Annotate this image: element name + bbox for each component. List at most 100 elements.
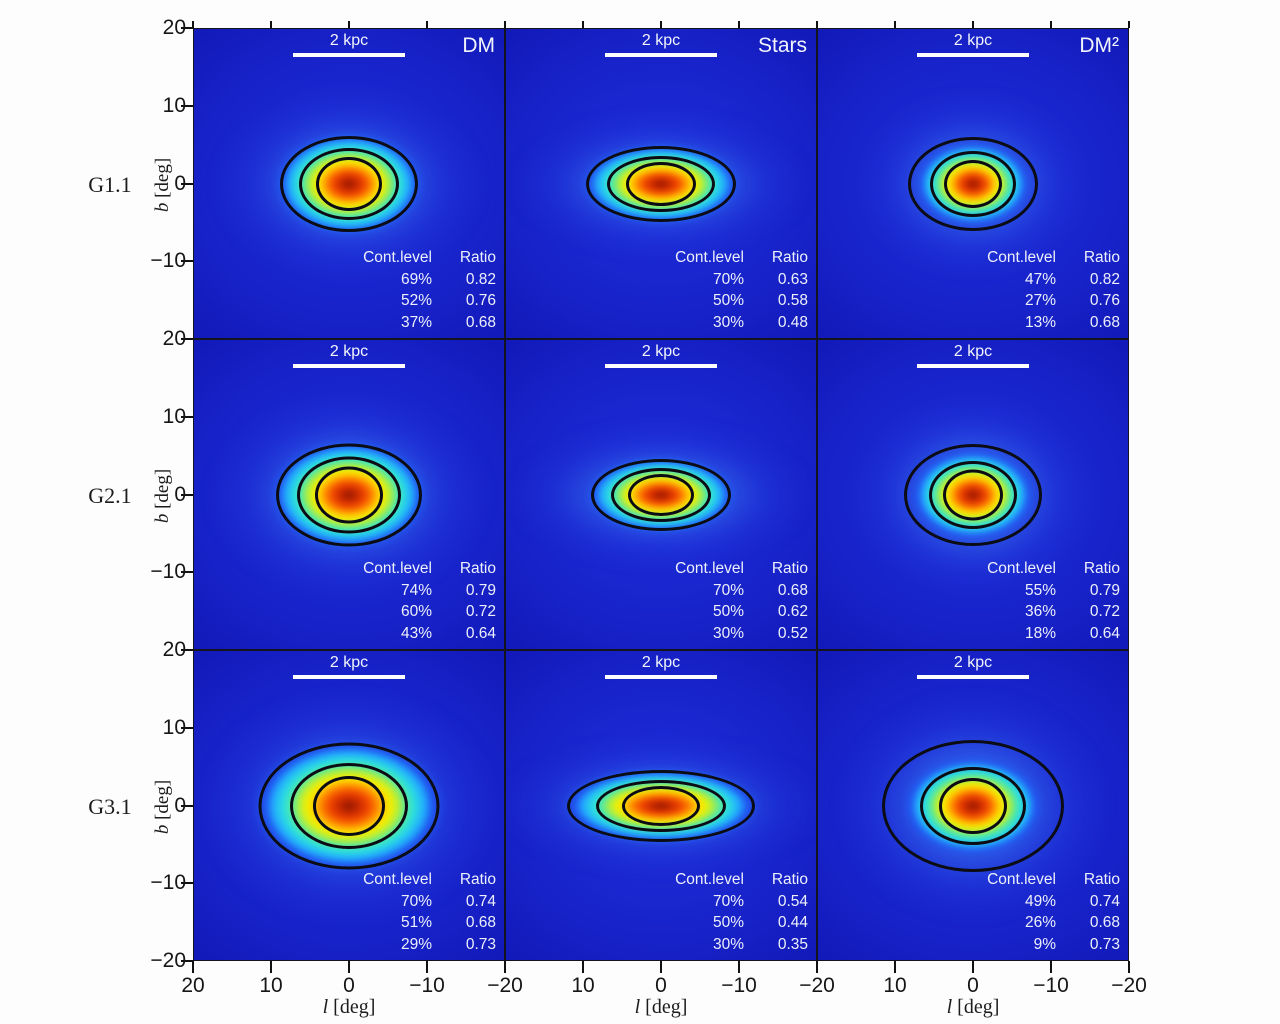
contour-ratio-value: 0.68 (1089, 914, 1120, 931)
y-tick-label: −10 (150, 249, 186, 272)
contour-middle (920, 766, 1026, 845)
scale-bar (605, 364, 717, 368)
contour-inner (628, 473, 694, 516)
x-tick-mark (582, 961, 584, 973)
contour-level-value: 52% (400, 292, 432, 309)
x-tick-label: 20 (181, 974, 205, 997)
x-axis-label: l [deg] (946, 996, 1000, 1018)
x-tick-label: −20 (1111, 974, 1147, 997)
contour-level-value: 9% (1033, 935, 1056, 953)
contour-table: Cont.level Ratio 47% 0.82 27% 0.76 13% 0… (987, 247, 1120, 333)
top-tick-mark (1050, 21, 1052, 28)
contour-table: Cont.level Ratio 70% 0.54 50% 0.44 30% 0… (675, 869, 808, 955)
scale-bar-label: 2 kpc (953, 343, 993, 360)
panel-g1-1-stars: 2 kpc Stars Cont.level Ratio 70% 0.63 50… (505, 28, 817, 339)
contour-level-value: 27% (1024, 292, 1056, 309)
contour-ratio-value: 0.64 (1089, 624, 1120, 642)
y-tick-label: 20 (162, 327, 186, 350)
contour-table-header-level: Cont.level (675, 871, 744, 888)
contour-ratio-value: 0.64 (465, 624, 496, 642)
contour-outer (908, 136, 1038, 231)
contour-middle (596, 779, 726, 832)
contour-outer (586, 145, 736, 222)
y-tick-mark (181, 805, 193, 807)
scale-bar (293, 675, 405, 679)
panel-g2-1-dm: 2 kpc Cont.level Ratio 74% 0.79 60% 0.72… (193, 339, 505, 650)
x-tick-label: −10 (409, 974, 445, 997)
panel-g3-1-stars: 2 kpc Cont.level Ratio 70% 0.54 50% 0.44… (505, 650, 817, 961)
contour-table-header-ratio: Ratio (1083, 249, 1120, 266)
scale-bar-label: 2 kpc (953, 32, 993, 49)
contour-table: Cont.level Ratio 70% 0.74 51% 0.68 29% 0… (363, 869, 496, 955)
x-tick-mark (972, 961, 974, 973)
contour-level-value: 30% (712, 624, 744, 642)
scale-bar-label: 2 kpc (953, 654, 993, 671)
contour-ratio-value: 0.73 (465, 935, 496, 953)
y-tick-label: 10 (162, 716, 186, 739)
contour-table-header-level: Cont.level (363, 560, 432, 577)
contour-middle (611, 467, 711, 522)
contour-table-header-ratio: Ratio (771, 249, 808, 266)
contour-ratio-value: 0.54 (777, 892, 808, 910)
row-label: G1.1 (88, 172, 132, 197)
top-tick-mark (738, 21, 740, 28)
contour-level-value: 43% (400, 624, 432, 642)
y-tick-mark (181, 571, 193, 573)
top-tick-mark (348, 21, 350, 28)
x-axis-label: l [deg] (322, 996, 376, 1018)
y-tick-label: −20 (150, 949, 186, 972)
contour-ratio-value: 0.73 (1089, 935, 1120, 953)
contour-level-value: 29% (400, 935, 432, 953)
contour-table: Cont.level Ratio 69% 0.82 52% 0.76 37% 0… (363, 247, 496, 333)
scale-bar (293, 364, 405, 368)
contour-level-value: 55% (1024, 581, 1056, 599)
contour-level-value: 51% (400, 914, 432, 931)
x-tick-mark (504, 961, 506, 973)
contour-inner (939, 777, 1007, 834)
contour-outer (567, 769, 755, 842)
contour-level-value: 36% (1024, 603, 1056, 620)
contour-ratio-value: 0.68 (1089, 313, 1120, 331)
contour-ratio-value: 0.74 (1089, 892, 1120, 910)
contour-level-value: 26% (1024, 914, 1056, 931)
contour-inner (944, 159, 1002, 208)
panel-g1-1-dm2: 2 kpc DM² Cont.level Ratio 47% 0.82 27% … (817, 28, 1129, 339)
y-tick-mark (181, 960, 193, 962)
contour-inner (622, 785, 700, 826)
top-tick-mark (192, 21, 194, 28)
x-tick-mark (816, 961, 818, 973)
contour-table-header-level: Cont.level (675, 560, 744, 577)
contour-level-value: 30% (712, 935, 744, 953)
y-tick-mark (181, 183, 193, 185)
scale-bar (917, 53, 1029, 57)
contour-level-value: 50% (712, 603, 744, 620)
contour-table: Cont.level Ratio 55% 0.79 36% 0.72 18% 0… (987, 558, 1120, 644)
contour-ratio-value: 0.68 (465, 313, 496, 331)
contour-ratio-value: 0.48 (777, 313, 808, 331)
y-tick-label: −10 (150, 560, 186, 583)
scale-bar-label: 2 kpc (641, 343, 681, 360)
y-tick-label: 10 (162, 405, 186, 428)
row-label: G2.1 (88, 483, 132, 508)
contour-table-header-level: Cont.level (987, 871, 1056, 888)
contour-table-header-ratio: Ratio (459, 560, 496, 577)
contour-outer (258, 742, 440, 869)
contour-ratio-value: 0.82 (1089, 270, 1120, 288)
contour-level-value: 18% (1024, 624, 1056, 642)
contour-ratio-value: 0.63 (777, 270, 808, 288)
x-tick-label: 0 (343, 974, 355, 997)
x-axis-label: l [deg] (634, 996, 688, 1018)
contour-ratio-value: 0.72 (465, 603, 496, 620)
scale-bar-label: 2 kpc (641, 654, 681, 671)
contour-level-value: 49% (1024, 892, 1056, 910)
y-tick-label: 0 (174, 172, 186, 195)
row-label: G3.1 (88, 794, 132, 819)
figure-grid: 2 kpc DM Cont.level Ratio 69% 0.82 52% 0… (193, 28, 1129, 961)
top-tick-mark (504, 21, 506, 28)
x-tick-mark (348, 961, 350, 973)
contour-inner (626, 161, 696, 206)
contour-table-header-ratio: Ratio (1083, 871, 1120, 888)
contour-ratio-value: 0.52 (777, 624, 808, 642)
top-tick-mark (270, 21, 272, 28)
contour-table-header-level: Cont.level (363, 249, 432, 266)
